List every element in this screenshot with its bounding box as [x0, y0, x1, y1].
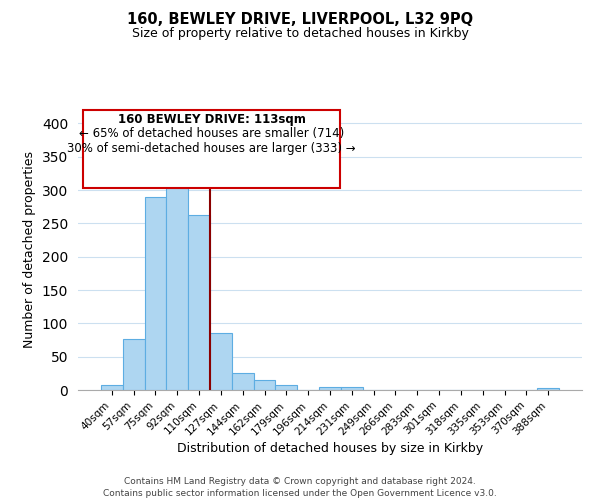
Bar	[101, 384, 123, 390]
Text: 30% of semi-detached houses are larger (333) →: 30% of semi-detached houses are larger (…	[67, 142, 356, 156]
Bar	[537, 388, 559, 390]
Bar	[232, 372, 254, 390]
Bar	[254, 380, 275, 390]
Text: ← 65% of detached houses are smaller (714): ← 65% of detached houses are smaller (71…	[79, 128, 344, 140]
Bar	[166, 182, 188, 390]
Text: Size of property relative to detached houses in Kirkby: Size of property relative to detached ho…	[131, 28, 469, 40]
Text: 160, BEWLEY DRIVE, LIVERPOOL, L32 9PQ: 160, BEWLEY DRIVE, LIVERPOOL, L32 9PQ	[127, 12, 473, 28]
Bar	[123, 340, 145, 390]
Text: Contains public sector information licensed under the Open Government Licence v3: Contains public sector information licen…	[103, 489, 497, 498]
Bar	[341, 388, 363, 390]
Bar	[210, 334, 232, 390]
Text: 160 BEWLEY DRIVE: 113sqm: 160 BEWLEY DRIVE: 113sqm	[118, 112, 305, 126]
Bar	[145, 196, 166, 390]
Y-axis label: Number of detached properties: Number of detached properties	[23, 152, 37, 348]
Bar	[319, 386, 341, 390]
X-axis label: Distribution of detached houses by size in Kirkby: Distribution of detached houses by size …	[177, 442, 483, 455]
Text: Contains HM Land Registry data © Crown copyright and database right 2024.: Contains HM Land Registry data © Crown c…	[124, 478, 476, 486]
Bar	[275, 384, 297, 390]
Bar	[188, 214, 210, 390]
